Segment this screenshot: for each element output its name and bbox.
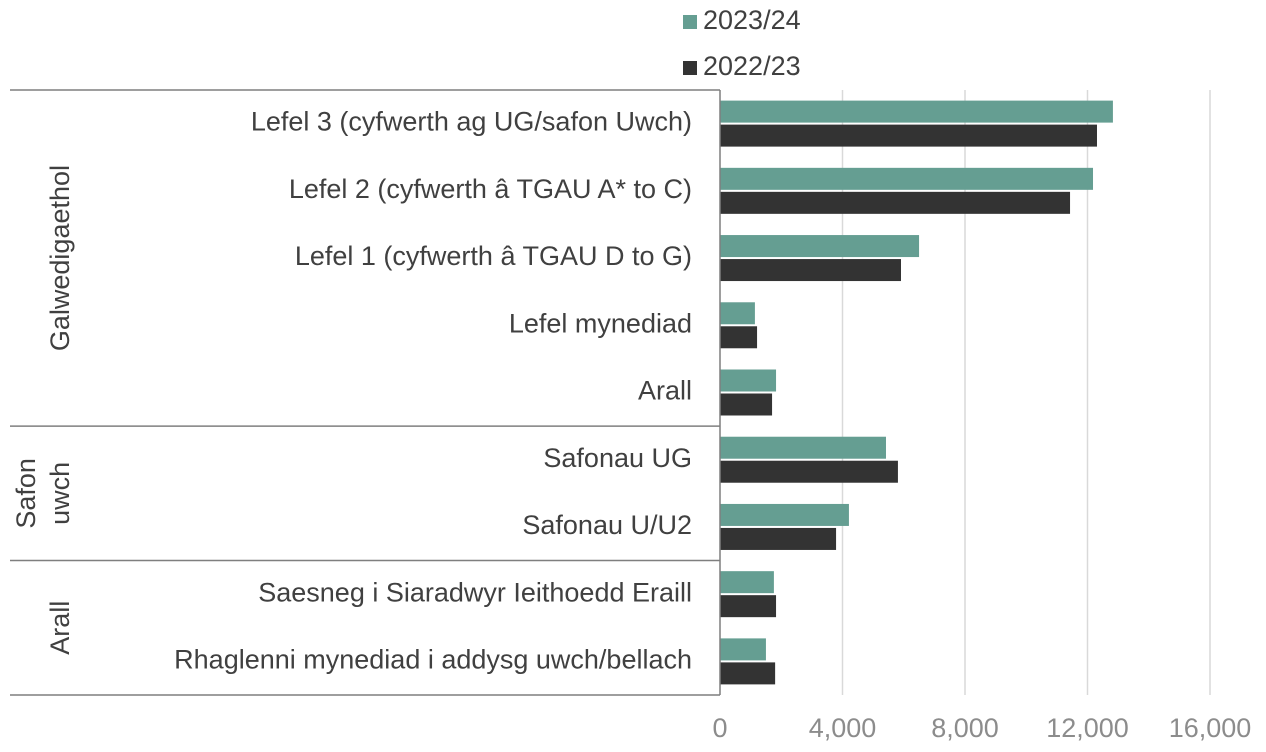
x-tick-label: 0	[712, 713, 727, 743]
bar	[720, 595, 777, 618]
category-label: Lefel 3 (cyfwerth ag UG/safon Uwch)	[251, 107, 692, 137]
bar	[720, 638, 766, 661]
bar	[720, 259, 901, 282]
legend-label: 2022/23	[703, 51, 801, 81]
group-label: Safon uwch	[11, 458, 75, 529]
bar	[720, 571, 774, 594]
bar	[720, 302, 755, 325]
category-label: Lefel mynediad	[509, 308, 692, 338]
category-label: Safonau UG	[543, 443, 692, 473]
category-label: Arall	[638, 376, 692, 406]
bar	[720, 460, 898, 483]
x-tick-label: 8,000	[931, 713, 999, 743]
legend-label: 2023/24	[703, 5, 801, 35]
category-label: Lefel 2 (cyfwerth â TGAU A* to C)	[289, 174, 692, 204]
bar	[720, 662, 776, 685]
bar	[720, 326, 758, 349]
bar	[720, 235, 920, 258]
bar	[720, 503, 849, 526]
legend-swatch	[683, 15, 697, 29]
category-label: Safonau U/U2	[522, 510, 692, 540]
group-label: Arall	[45, 601, 75, 655]
legend-swatch	[683, 61, 697, 75]
bar	[720, 124, 1097, 147]
bar	[720, 100, 1113, 123]
category-label: Saesneg i Siaradwyr Ieithoedd Eraill	[258, 577, 692, 607]
category-label: Lefel 1 (cyfwerth â TGAU D to G)	[295, 241, 692, 271]
x-tick-label: 16,000	[1169, 713, 1252, 743]
bar	[720, 393, 773, 416]
bar	[720, 167, 1094, 190]
x-tick-label: 12,000	[1046, 713, 1129, 743]
category-label: Rhaglenni mynediad i addysg uwch/bellach	[174, 645, 692, 675]
group-label: Galwedigaethol	[45, 165, 75, 351]
bar	[720, 527, 837, 550]
bar	[720, 191, 1071, 214]
x-tick-label: 4,000	[809, 713, 877, 743]
bar	[720, 369, 777, 392]
bar	[720, 436, 886, 459]
